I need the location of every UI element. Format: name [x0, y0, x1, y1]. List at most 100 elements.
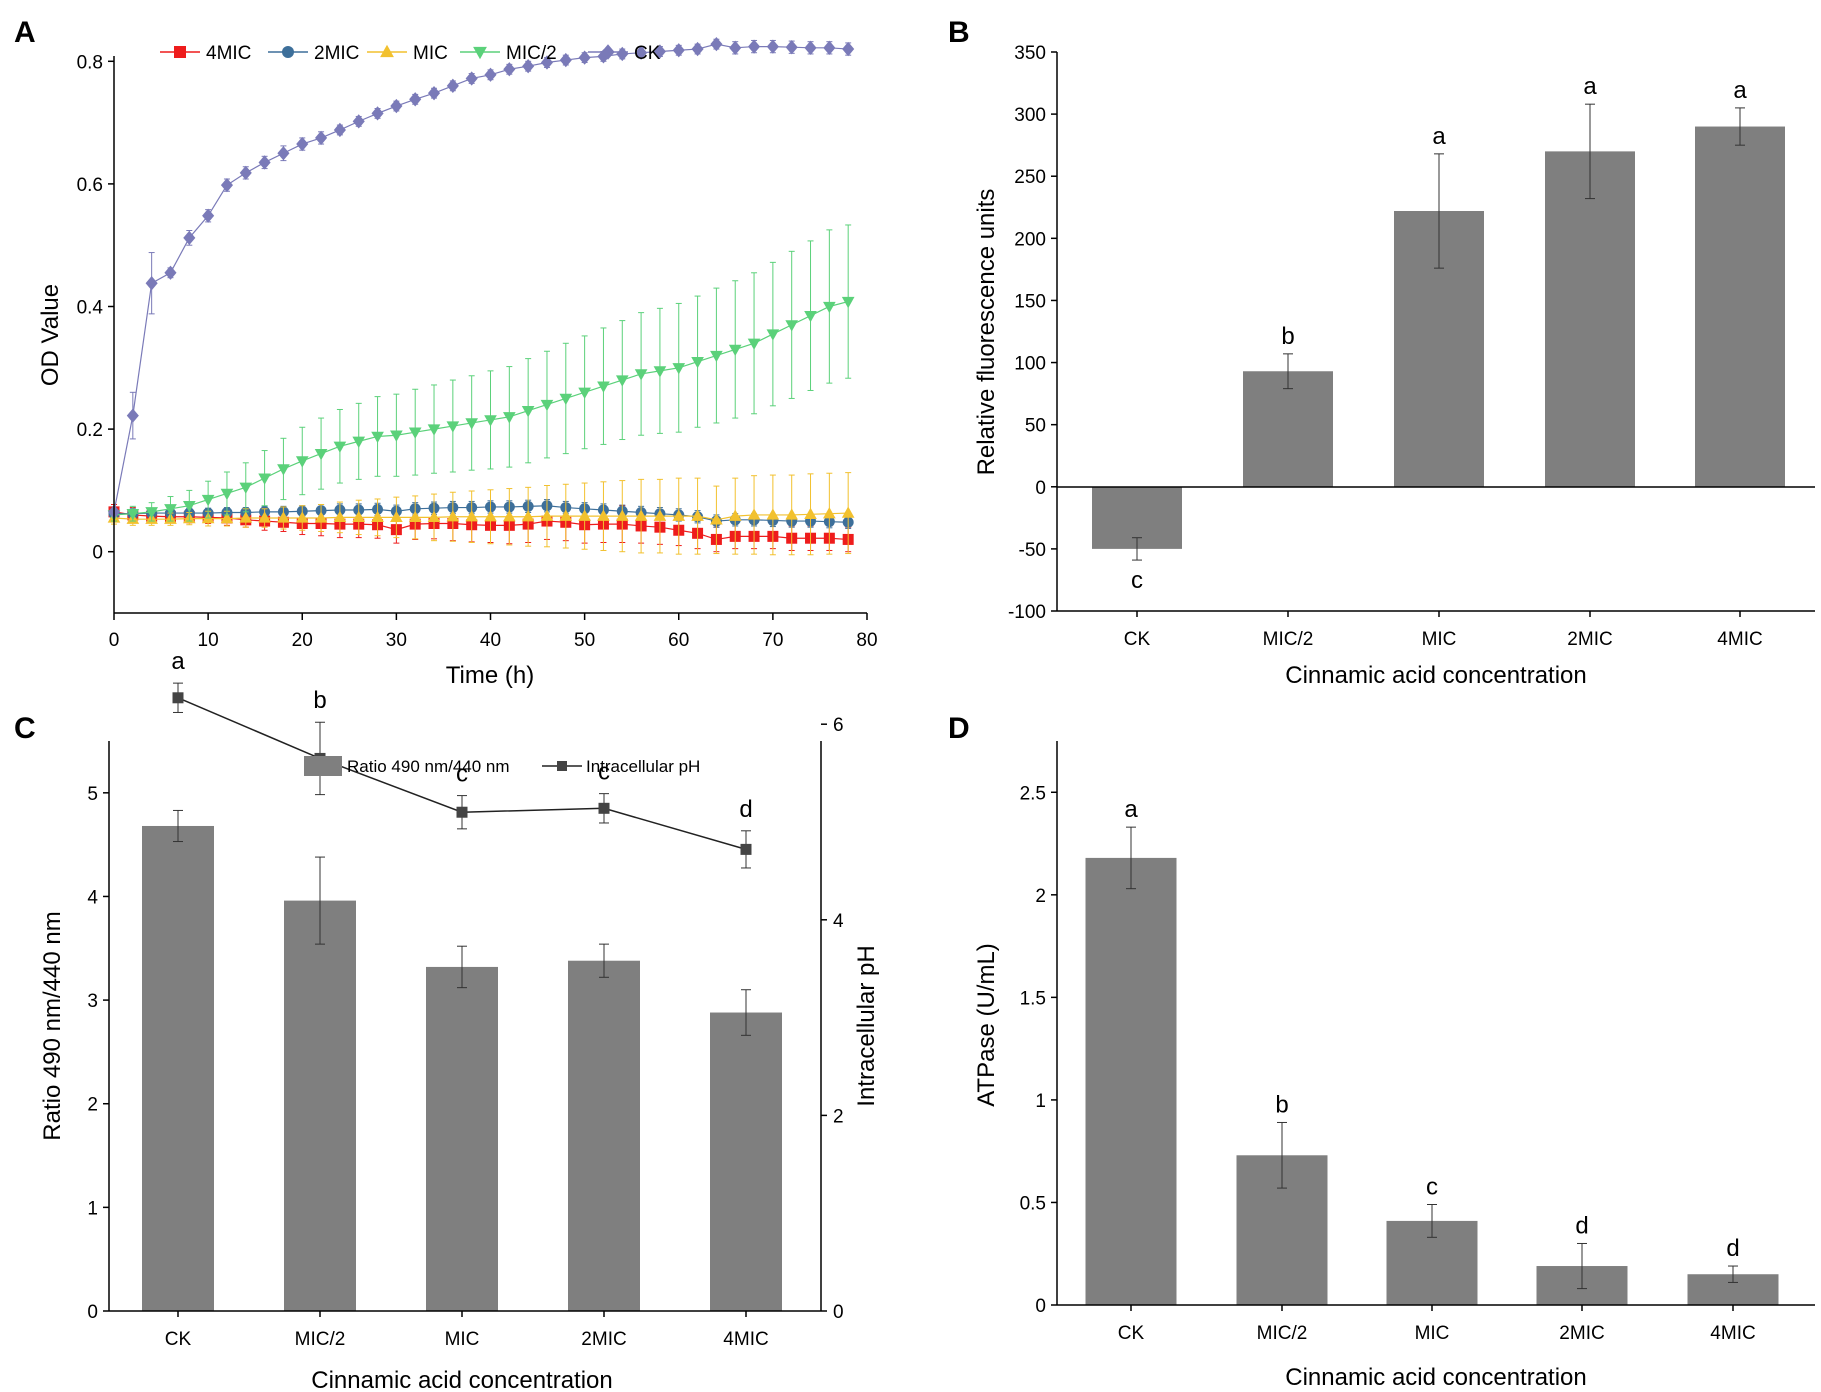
data-point [371, 106, 384, 121]
data-point [446, 78, 459, 93]
data-point [521, 406, 535, 418]
data-point [747, 338, 761, 350]
panel-a-xtick-label: 10 [198, 630, 219, 651]
panel-b-ytick-label: 200 [1014, 229, 1046, 250]
data-point [277, 146, 290, 161]
data-point [352, 114, 365, 129]
panel-c-ytick-label: 4 [87, 887, 98, 908]
data-point [785, 40, 798, 55]
panel-a-xtick-label: 20 [292, 630, 313, 651]
data-point [277, 511, 290, 523]
data-point [220, 488, 234, 501]
panel-c-ytick-label: 3 [87, 991, 98, 1012]
panel-c-xtick-label: 4MIC [723, 1329, 768, 1350]
panel-b-ytick-label: 350 [1014, 43, 1046, 64]
data-point [521, 510, 535, 522]
data-point [427, 86, 441, 101]
significance-letter: b [1275, 1091, 1288, 1118]
data-point [728, 509, 742, 521]
panel-c-ticks: 0 1 2 3 4 5 CK MIC/2 MIC 2MIC 4MIC 0 2 4 6 [87, 715, 844, 1350]
data-point [390, 510, 403, 523]
data-point [653, 509, 667, 521]
significance-letter: d [1575, 1212, 1588, 1239]
panel-a-legend: 4MIC 2MIC MIC MIC/2 CK [160, 43, 661, 64]
panel-d-xtick-label: CK [1118, 1323, 1145, 1344]
data-point [126, 509, 140, 521]
significance-letter: d [739, 796, 752, 823]
data-point [409, 92, 422, 107]
panel-b-xtick-label: MIC [1422, 629, 1457, 650]
panel-b-ticks: -100 -50 0 50 100 150 200 250 300 350 CK MIC/2 MIC 2M… [1008, 43, 1763, 650]
data-point [484, 510, 497, 522]
data-point [484, 415, 497, 427]
data-point [598, 802, 610, 814]
panel-a-ytick-label: 0.2 [77, 420, 103, 441]
panel-a-marks [107, 36, 855, 556]
data-point [823, 40, 836, 55]
panel-b-y-label: Relative fluorescence units [973, 189, 1000, 476]
legend-label: CK [634, 43, 661, 64]
data-point [371, 510, 384, 523]
data-point [295, 456, 309, 468]
data-point [446, 510, 460, 522]
panel-d-marks: a b c d d [1085, 796, 1779, 1305]
data-point [672, 43, 685, 58]
legend-label: MIC [413, 43, 448, 64]
panel-a-chart: A 0 10 20 30 40 50 60 70 80 0 0.2 0.4 0.6 0.8 4MIC 2MI… [14, 16, 878, 689]
legend-marker-ph [557, 761, 567, 771]
data-point [748, 39, 761, 54]
data-point [691, 356, 704, 369]
series-4mic [108, 502, 854, 553]
panel-c-ytick-label: 2 [87, 1095, 98, 1116]
panel-b-ytick-label: 50 [1025, 416, 1046, 437]
data-point [823, 301, 836, 314]
legend-marker [174, 46, 186, 58]
bar-ck [1085, 857, 1177, 1305]
panel-b-xtick-label: 2MIC [1567, 629, 1612, 650]
panel-d-ytick-label: 0.5 [1020, 1193, 1046, 1214]
data-point [841, 506, 855, 518]
panel-b-ytick-label: 100 [1014, 354, 1046, 375]
data-point [691, 509, 704, 521]
panel-a-xtick-label: 30 [386, 630, 407, 651]
significance-letter: c [456, 761, 468, 788]
series-2mic [108, 499, 854, 529]
panel-c-label: C [14, 712, 36, 745]
data-point [239, 511, 253, 523]
series-line [113, 301, 849, 516]
panel-d-ytick-label: 2 [1035, 886, 1046, 907]
panel-d-y-label: ATPase (U/mL) [973, 943, 1000, 1107]
data-point [785, 508, 799, 520]
significance-letter: a [1432, 123, 1446, 150]
data-point [691, 41, 704, 57]
data-point [785, 320, 799, 332]
data-point [503, 412, 516, 424]
series-line [114, 505, 849, 523]
panel-c-y2tick-label: 0 [833, 1302, 844, 1323]
data-point [315, 130, 328, 146]
data-point [239, 165, 252, 181]
data-point [456, 806, 468, 818]
bar-4mic [710, 1012, 782, 1311]
data-point [710, 513, 723, 525]
data-point [559, 393, 573, 406]
panel-d-xtick-label: MIC/2 [1257, 1323, 1308, 1344]
data-point [672, 509, 686, 521]
data-point [446, 421, 460, 433]
panel-d-ytick-label: 2.5 [1020, 783, 1046, 804]
data-point [465, 510, 478, 522]
data-point [220, 511, 234, 524]
bar-mic-half2 [1243, 371, 1333, 487]
data-point [408, 510, 422, 523]
data-point [182, 501, 196, 513]
data-point [653, 44, 666, 59]
legend-label: Intracellular pH [586, 757, 700, 776]
series-ck [107, 36, 855, 520]
panel-b-ytick-label: 300 [1014, 105, 1046, 126]
panel-d-label: D [948, 712, 970, 745]
data-point [352, 436, 366, 448]
panel-a-ytick-label: 0 [92, 543, 103, 564]
data-point [710, 36, 723, 52]
panel-d-ytick-label: 0 [1035, 1296, 1046, 1317]
panel-b-ytick-label: -50 [1019, 540, 1046, 561]
